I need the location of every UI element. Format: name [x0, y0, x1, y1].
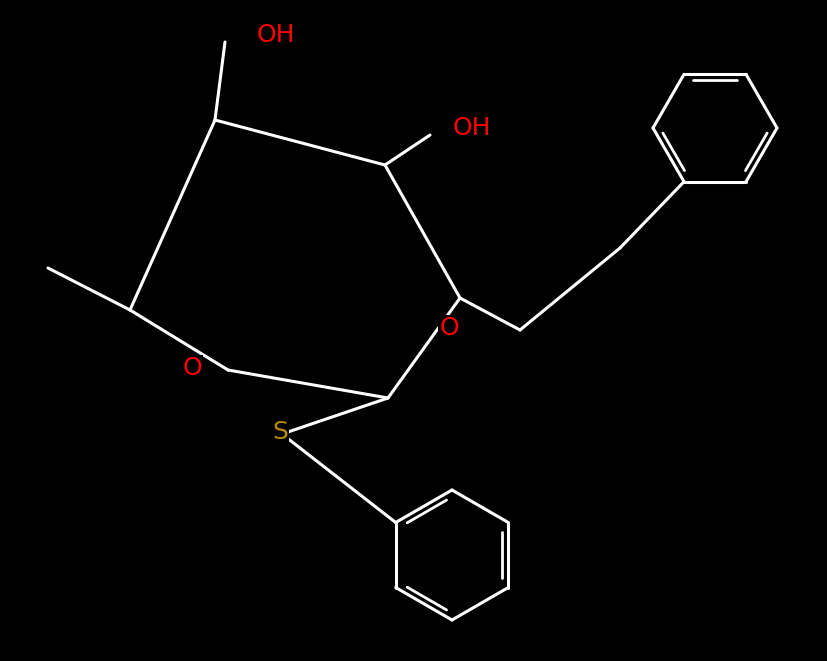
Text: O: O: [439, 316, 459, 340]
Text: OH: OH: [256, 23, 295, 47]
Text: OH: OH: [452, 116, 491, 140]
Text: O: O: [182, 356, 202, 380]
Text: S: S: [272, 420, 288, 444]
